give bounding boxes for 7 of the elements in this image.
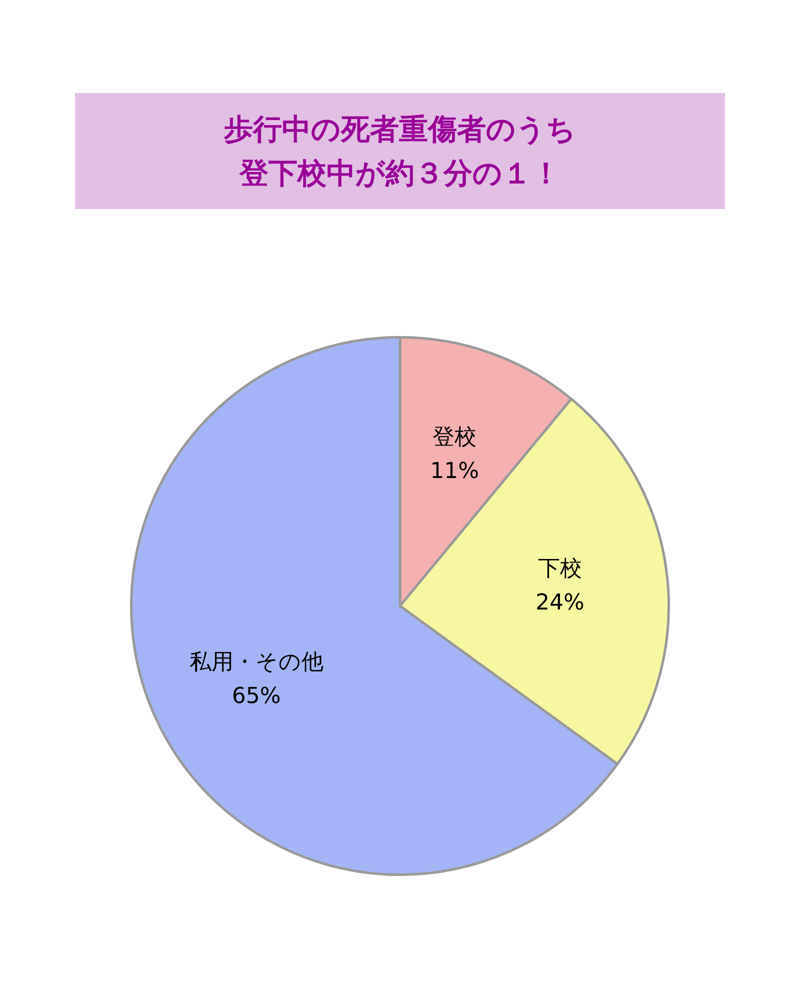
slice-label: 下校	[538, 556, 582, 582]
data-label: 24%	[536, 590, 584, 616]
slice-label: 登校	[432, 425, 477, 450]
data-label: 11%	[430, 459, 480, 484]
chart-title: 歩行中の死者重傷者のうち登下校中が約３分の１！	[222, 111, 577, 192]
data-label: 65%	[232, 684, 281, 709]
slice-label: 私用・その他	[189, 650, 324, 675]
